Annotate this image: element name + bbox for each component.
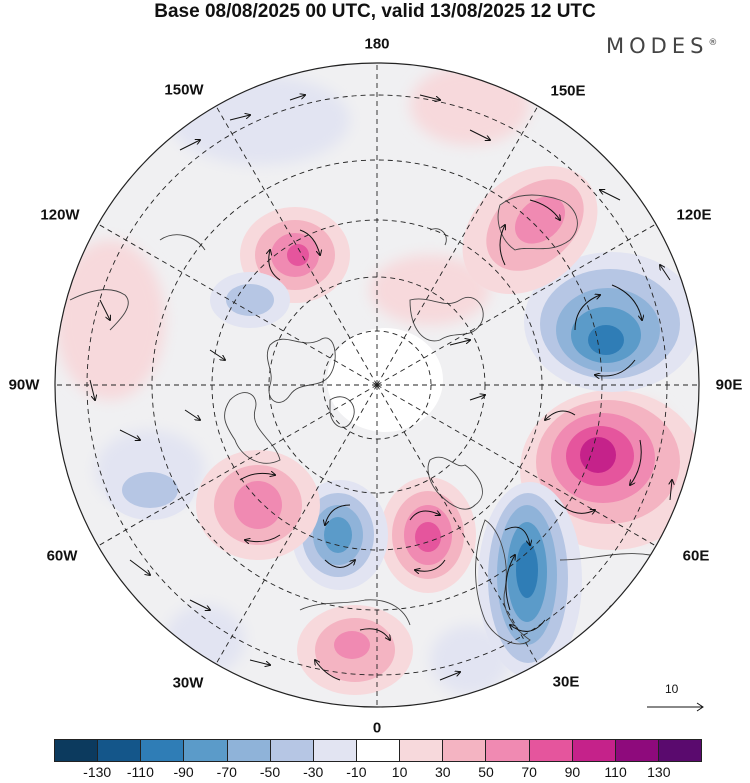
colorbar-tick-label: 70 [521,764,537,780]
colorbar-tick-label: -110 [126,764,154,780]
coastlines [69,194,651,645]
colorbar [54,739,702,762]
lon-label-30w: 30W [172,674,204,692]
colorbar-box [529,740,573,761]
colorbar-box [400,740,444,761]
reference-vector-label: 10 [665,682,679,696]
center-negative-100E [524,252,699,392]
lon-label-150w: 150W [164,81,204,99]
brand-registered-mark: ® [708,38,718,48]
arrow-right-icon [647,702,704,712]
colorbar-box [227,740,271,761]
lon-label-60e: 60E [682,547,710,565]
colorbar-box [270,740,314,761]
graticule [55,63,699,707]
colorbar-tick-label: 110 [604,764,627,780]
modes-logo: MODES® [606,34,717,58]
lon-label-30e: 30E [552,673,580,691]
colorbar-box [615,740,659,761]
colorbar-tick-label: -50 [259,764,281,780]
colorbar-box [184,740,228,761]
lon-label-120w: 120W [40,206,80,224]
colorbar-tick-label: 90 [564,764,581,780]
colorbar-tick-label: 130 [647,764,671,780]
map-border [54,62,700,708]
colorbar-box [572,740,616,761]
lon-label-150e: 150E [550,82,586,100]
center-negative-150W [210,272,290,328]
brand-name: MODES [606,34,709,58]
colorbar-box [356,740,401,761]
colorbar-tick-label: -10 [346,764,367,780]
colorbar-box [443,740,487,761]
center-negative-30E [478,482,582,678]
colorbar-box [98,740,142,761]
colorbar-box [55,740,99,761]
map-title: Base 08/08/2025 00 UTC, valid 13/08/2025… [154,1,596,22]
colorbar-box [486,740,530,761]
lon-label-0: 0 [372,719,382,737]
lon-label-90w: 90W [8,376,40,394]
lon-label-90e: 90E [715,376,743,394]
lon-label-120e: 120E [676,206,712,224]
colorbar-tick-label: 50 [478,764,494,780]
colorbar-tick-label: -70 [216,764,237,780]
colorbar-tick-label: -90 [173,764,194,780]
colorbar-box [313,740,357,761]
colorbar-box [658,740,702,761]
colorbar-tick-labels: -130 -110 -90 -70 -50 -30 -10 10 30 50 70 90 110 130 [54,764,702,782]
center-positive-5W [297,605,413,695]
lon-label-60w: 60W [46,547,78,565]
colorbar-box [141,740,185,761]
colorbar-tick-label: 10 [391,764,408,780]
center-negative-60W [105,456,195,520]
colorbar-tick-label: -130 [83,764,112,780]
colorbar-tick-label: 30 [435,764,451,780]
center-positive-10E [380,477,476,593]
center-positive-45W [196,450,320,560]
anomaly-field [55,63,699,707]
lon-label-180: 180 [364,35,390,53]
colorbar-tick-label: -30 [303,764,324,780]
